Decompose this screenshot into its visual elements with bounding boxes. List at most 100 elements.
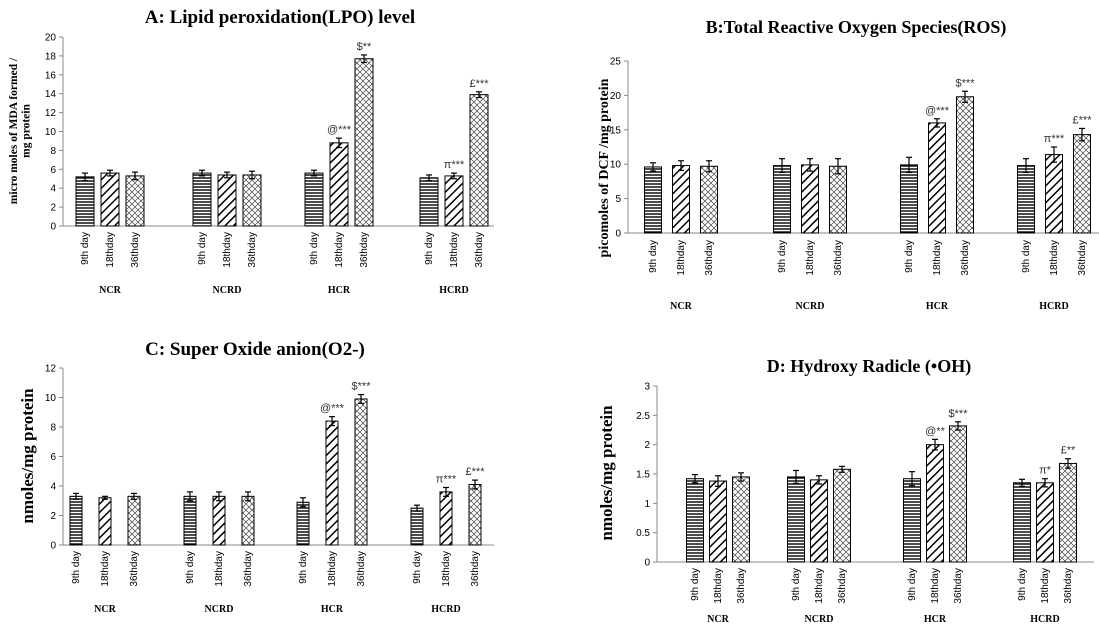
category-label: 9th day	[1021, 240, 1032, 273]
bar	[354, 58, 374, 227]
category-label: 9th day	[791, 568, 802, 601]
significance-label: π***	[436, 473, 457, 485]
group-label: HCRD	[439, 285, 468, 296]
bar	[242, 174, 262, 227]
group-label: NCRD	[805, 614, 834, 625]
bar	[469, 94, 489, 227]
bar	[829, 165, 847, 234]
significance-label: @***	[320, 403, 345, 415]
group-label: NCRD	[213, 285, 242, 296]
group-label: NCRD	[205, 604, 234, 615]
category-label: 36thday	[704, 240, 715, 276]
bar	[644, 166, 662, 234]
y-tick-label: 8	[50, 423, 56, 434]
bar	[444, 175, 464, 227]
bar	[801, 164, 819, 234]
category-label: 9th day	[777, 240, 788, 273]
y-tick-label: 4	[50, 184, 56, 195]
group-label: HCR	[924, 614, 947, 625]
bar	[304, 172, 324, 227]
bar	[1045, 154, 1063, 234]
category-label: 9th day	[197, 232, 208, 265]
category-label: 18thday	[441, 551, 452, 587]
bar	[69, 495, 83, 546]
group-label: HCRD	[1039, 301, 1068, 312]
bar	[810, 479, 828, 563]
category-label: 36thday	[953, 568, 964, 604]
y-tick-label: 10	[610, 160, 622, 171]
bar	[419, 177, 439, 227]
bar	[183, 495, 197, 546]
bar	[410, 507, 424, 546]
significance-label: π*	[1039, 465, 1052, 477]
significance-label: $***	[956, 77, 976, 89]
category-label: 9th day	[424, 232, 435, 265]
bar	[700, 165, 718, 234]
group-label: NCR	[99, 285, 121, 296]
significance-label: $***	[949, 408, 969, 420]
category-label: 9th day	[648, 240, 659, 273]
significance-label: @**	[925, 425, 945, 437]
y-tick-label: 20	[610, 91, 622, 102]
category-label: 18thday	[334, 232, 345, 268]
category-label: 36thday	[837, 568, 848, 604]
category-label: 9th day	[298, 551, 309, 584]
y-tick-label: 15	[610, 125, 622, 136]
significance-label: @***	[327, 124, 352, 136]
bar	[241, 495, 255, 546]
bar	[127, 495, 141, 546]
category-label: 36thday	[359, 232, 370, 268]
category-label: 18thday	[805, 240, 816, 276]
bar	[192, 172, 212, 227]
y-tick-label: 0	[644, 558, 650, 569]
y-axis-label: micro moles of MDA formed /mg protein	[8, 57, 33, 204]
y-tick-label: 25	[610, 57, 622, 68]
y-tick-label: 10	[45, 127, 57, 138]
group-label: HCR	[321, 604, 344, 615]
y-tick-label: 8	[50, 146, 56, 157]
bar	[1017, 165, 1035, 234]
group-label: NCR	[707, 614, 729, 625]
significance-label: $**	[357, 41, 372, 53]
y-tick-label: 20	[45, 33, 57, 44]
significance-label: π***	[1044, 133, 1065, 145]
y-tick-label: 0	[615, 229, 621, 240]
group-label: HCR	[328, 285, 351, 296]
y-tick-label: 1	[644, 499, 650, 510]
y-tick-label: 18	[45, 51, 57, 62]
category-label: 18thday	[327, 551, 338, 587]
bar	[296, 501, 310, 546]
chart-b: B:Total Reactive Oxygen Species(ROS) pico…	[597, 17, 1099, 312]
y-tick-label: 2	[50, 511, 56, 522]
category-label: 36thday	[129, 551, 140, 587]
category-label: 36thday	[833, 240, 844, 276]
bar	[949, 425, 967, 563]
category-label: 9th day	[904, 240, 915, 273]
category-label: 18thday	[930, 568, 941, 604]
significance-label: $***	[352, 381, 372, 393]
category-label: 36thday	[736, 568, 747, 604]
bar	[672, 165, 690, 234]
chart-a: A: Lipid peroxidation(LPO) level micro mo…	[8, 7, 494, 296]
group-label: NCRD	[796, 301, 825, 312]
bar	[1036, 482, 1054, 563]
y-tick-label: 2	[644, 440, 650, 451]
category-label: 18thday	[1040, 568, 1051, 604]
bar	[928, 122, 946, 234]
bar	[217, 174, 237, 227]
category-label: 18thday	[932, 240, 943, 276]
bar	[325, 420, 339, 546]
category-label: 36thday	[243, 551, 254, 587]
y-tick-label: 12	[45, 364, 57, 375]
y-tick-label: 6	[50, 165, 56, 176]
category-label: 9th day	[1017, 568, 1028, 601]
bar	[787, 476, 805, 563]
y-tick-label: 4	[50, 482, 56, 493]
y-tick-label: 0.5	[636, 528, 650, 539]
category-label: 36thday	[1063, 568, 1074, 604]
category-label: 36thday	[1077, 240, 1088, 276]
bar	[329, 142, 349, 227]
group-label: NCR	[94, 604, 116, 615]
y-tick-label: 2	[50, 203, 56, 214]
